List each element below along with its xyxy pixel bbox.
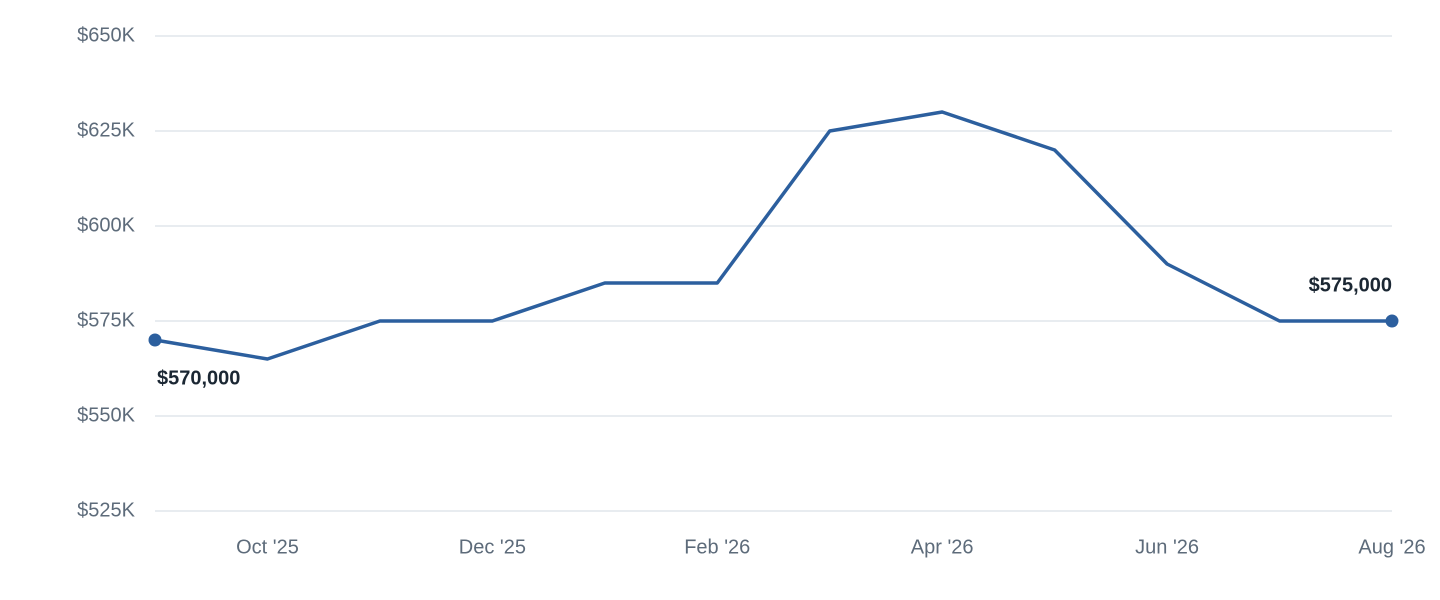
point bbox=[148, 333, 162, 347]
value-label: $575,000 bbox=[1309, 274, 1392, 296]
y-tick-label: $525K bbox=[77, 499, 135, 521]
x-tick-label: Apr '26 bbox=[911, 536, 974, 558]
x-tick-label: Aug '26 bbox=[1358, 536, 1425, 558]
x-tick-label: Jun '26 bbox=[1135, 536, 1199, 558]
y-tick-label: $550K bbox=[77, 404, 135, 426]
x-tick-label: Feb '26 bbox=[684, 536, 750, 558]
y-tick-label: $575K bbox=[77, 309, 135, 331]
y-tick-label: $625K bbox=[77, 119, 135, 141]
x-tick-label: Oct '25 bbox=[236, 536, 299, 558]
y-tick-label: $650K bbox=[77, 24, 135, 46]
line bbox=[154, 110, 1392, 361]
value-label: $570,000 bbox=[157, 367, 240, 389]
x-tick-label: Dec '25 bbox=[459, 536, 526, 558]
y-tick-label: $600K bbox=[77, 214, 135, 236]
point bbox=[1385, 314, 1399, 328]
